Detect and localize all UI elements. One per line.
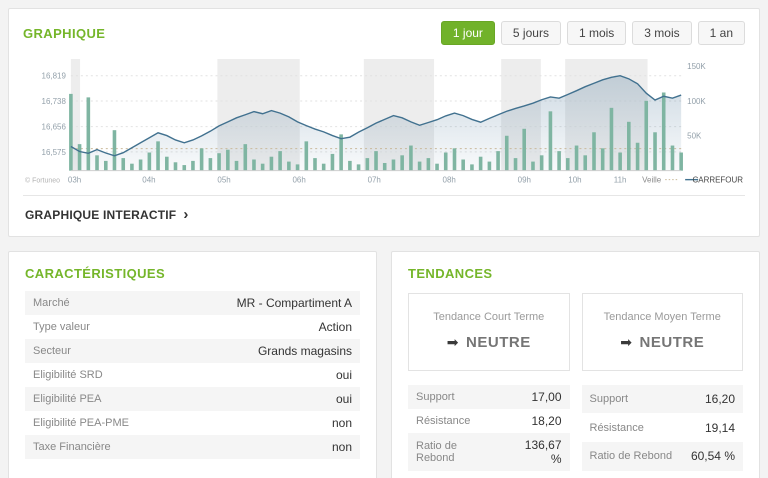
- trend-value: ➡ NEUTRE: [589, 334, 737, 351]
- svg-text:Veille: Veille: [642, 176, 662, 185]
- table-row: Eligibilité PEA-PME non: [25, 411, 360, 435]
- row-label: Marché: [33, 296, 70, 309]
- svg-text:09h: 09h: [518, 176, 531, 185]
- table-row: Type valeur Action: [25, 315, 360, 339]
- row-label: Support: [589, 392, 629, 405]
- table-row: Taxe Financière non: [25, 434, 360, 459]
- row-value: non: [331, 439, 352, 454]
- row-label: Ratio de Rebond: [416, 439, 457, 464]
- svg-text:04h: 04h: [142, 176, 155, 185]
- row-value: 18,20: [531, 413, 562, 428]
- row-label: Support: [416, 390, 455, 403]
- row-label: Eligibilité PEA-PME: [33, 416, 129, 429]
- graph-panel: GRAPHIQUE 1 jour 5 jours 1 mois 3 mois 1…: [8, 8, 760, 237]
- table-row: Eligibilité SRD oui: [25, 363, 360, 387]
- svg-text:16,656: 16,656: [42, 123, 67, 132]
- svg-text:05h: 05h: [217, 176, 230, 185]
- row-value: oui: [335, 367, 352, 382]
- row-value: 17,00: [531, 389, 562, 404]
- svg-text:100K: 100K: [687, 97, 706, 106]
- svg-text:16,575: 16,575: [42, 148, 67, 157]
- row-label: Eligibilité SRD: [33, 368, 103, 381]
- row-value: 16,20: [704, 391, 735, 406]
- table-row: Ratio de Rebond 60,54 %: [581, 441, 743, 471]
- trend-value-text: NEUTRE: [466, 333, 531, 351]
- table-row: Résistance 18,20: [408, 409, 570, 433]
- row-label: Taxe Financière: [33, 440, 111, 453]
- period-selector: 1 jour 5 jours 1 mois 3 mois 1 an: [440, 21, 745, 45]
- svg-text:16,819: 16,819: [42, 72, 67, 81]
- svg-text:16,738: 16,738: [42, 97, 67, 106]
- svg-text:© Fortuneo: © Fortuneo: [25, 177, 60, 185]
- graph-header: GRAPHIQUE 1 jour 5 jours 1 mois 3 mois 1…: [23, 21, 745, 45]
- row-value: 60,54 %: [690, 449, 735, 464]
- svg-text:150K: 150K: [687, 62, 706, 71]
- caracteristiques-panel: CARACTÉRISTIQUES Marché MR - Compartiment…: [8, 250, 377, 478]
- table-row: Ratio de Rebond 136,67 %: [408, 432, 570, 471]
- trend-box-court-terme: Tendance Court Terme ➡ NEUTRE: [408, 292, 570, 371]
- svg-text:07h: 07h: [368, 176, 381, 185]
- svg-text:CARREFOUR: CARREFOUR: [692, 176, 743, 185]
- row-value: Grands magasins: [257, 343, 352, 358]
- price-chart[interactable]: 16,819 16,738 16,656 16,575 150K 100K 50K 03h 04…: [23, 53, 745, 191]
- table-row: Support 16,20: [581, 384, 743, 414]
- svg-text:11h: 11h: [614, 176, 627, 185]
- period-button-5-jours[interactable]: 5 jours: [500, 21, 561, 45]
- trend-label: Tendance Moyen Terme: [603, 310, 721, 323]
- chevron-right-icon: ›: [183, 206, 189, 224]
- interactive-chart-label: GRAPHIQUE INTERACTIF: [25, 207, 177, 222]
- table-row: Eligibilité PEA oui: [25, 386, 360, 411]
- graph-footer: GRAPHIQUE INTERACTIF ›: [23, 194, 745, 232]
- table-row: Marché MR - Compartiment A: [25, 290, 360, 315]
- period-button-3-mois[interactable]: 3 mois: [632, 21, 692, 45]
- table-row: Résistance 19,14: [582, 413, 744, 442]
- row-value: 19,14: [704, 420, 735, 435]
- row-label: Résistance: [589, 421, 644, 434]
- caracteristiques-title: CARACTÉRISTIQUES: [25, 265, 166, 281]
- bottom-row: CARACTÉRISTIQUES Marché MR - Compartiment…: [8, 250, 760, 478]
- row-value: oui: [335, 391, 352, 406]
- caracteristiques-table: Marché MR - Compartiment A Type valeur Act…: [25, 290, 360, 459]
- row-value: MR - Compartiment A: [236, 295, 352, 310]
- row-value: non: [331, 415, 352, 430]
- table-row: Support 17,00: [408, 384, 570, 409]
- trend-box-moyen-terme: Tendance Moyen Terme ➡ NEUTRE: [581, 292, 743, 371]
- svg-text:03h: 03h: [68, 176, 81, 185]
- row-label: Ratio de Rebond: [589, 450, 673, 463]
- row-label: Secteur: [33, 344, 71, 357]
- row-value: 136,67 %: [524, 437, 562, 466]
- right-arrow-icon: ➡: [446, 333, 460, 350]
- trend-value-text: NEUTRE: [639, 333, 705, 351]
- trend-boxes: Tendance Court Terme ➡ NEUTRE Tendance M…: [408, 292, 743, 371]
- interactive-chart-link[interactable]: GRAPHIQUE INTERACTIF ›: [25, 207, 189, 222]
- trend-table-court-terme: Support 17,00 Résistance 18,20 Ratio de Re…: [408, 384, 570, 471]
- tendances-panel: TENDANCES Tendance Court Terme ➡ NEUTRE …: [391, 250, 760, 478]
- graph-panel-title: GRAPHIQUE: [23, 25, 106, 41]
- period-button-1-an[interactable]: 1 an: [697, 21, 745, 45]
- trend-value: ➡ NEUTRE: [415, 334, 563, 351]
- row-label: Eligibilité PEA: [33, 392, 102, 405]
- period-button-1-jour[interactable]: 1 jour: [440, 21, 495, 45]
- row-label: Type valeur: [33, 320, 90, 333]
- table-row: Secteur Grands magasins: [25, 338, 360, 363]
- trend-label: Tendance Court Terme: [433, 310, 545, 323]
- row-label: Résistance: [416, 414, 471, 427]
- svg-text:06h: 06h: [292, 176, 305, 185]
- svg-text:08h: 08h: [443, 176, 456, 185]
- svg-text:50K: 50K: [687, 132, 702, 141]
- tendances-title: TENDANCES: [408, 265, 493, 281]
- trend-table-moyen-terme: Support 16,20 Résistance 19,14 Ratio de Re…: [581, 384, 744, 471]
- period-button-1-mois[interactable]: 1 mois: [566, 21, 627, 45]
- svg-text:10h: 10h: [568, 176, 581, 185]
- right-arrow-icon: ➡: [620, 333, 633, 350]
- row-value: Action: [318, 319, 352, 334]
- trend-tables: Support 17,00 Résistance 18,20 Ratio de Re…: [408, 384, 744, 471]
